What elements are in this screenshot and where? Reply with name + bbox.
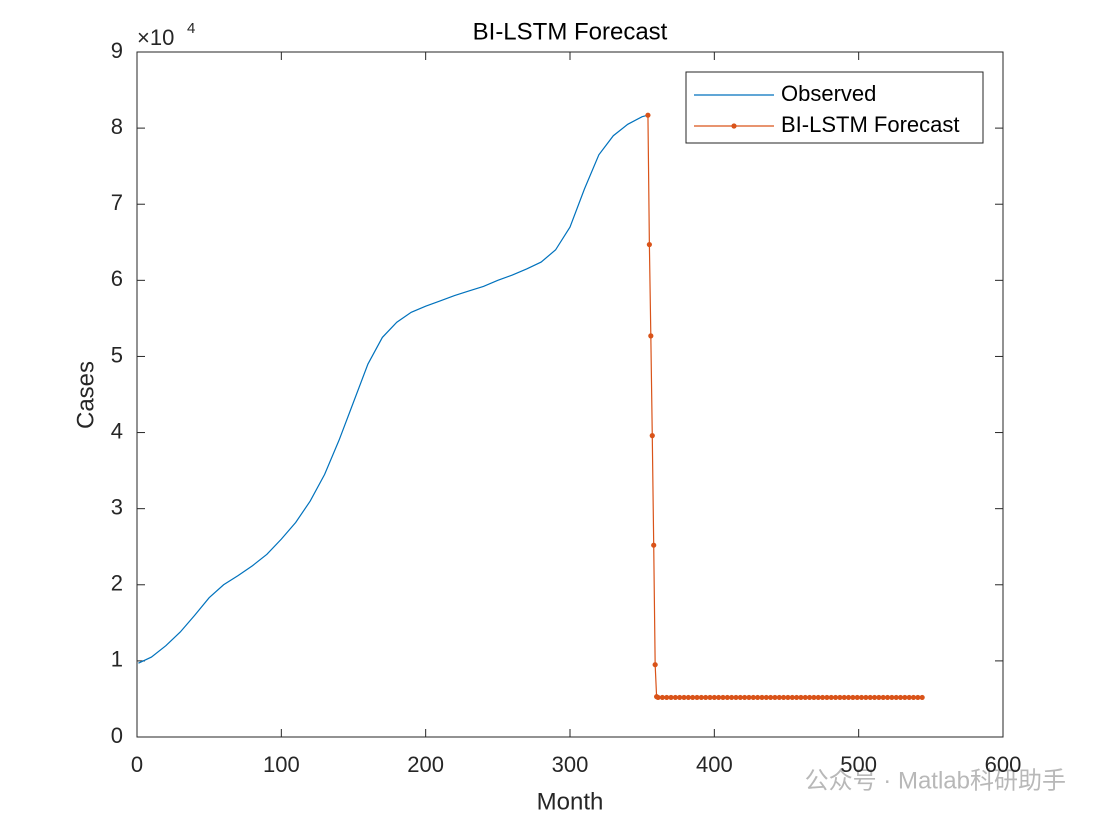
series-marker: [711, 694, 717, 701]
x-tick-label: 400: [696, 752, 733, 777]
plot-area: [136, 51, 1004, 738]
series-marker: [850, 694, 856, 701]
y-tick-label: 5: [111, 342, 123, 367]
series-marker: [685, 694, 691, 701]
y-tick-label: 9: [111, 38, 123, 63]
series-marker: [858, 694, 865, 701]
series-marker: [841, 694, 847, 701]
y-tick-label: 1: [111, 647, 123, 672]
series-marker: [794, 694, 800, 701]
y-tick-label: 4: [111, 418, 123, 443]
series-marker: [832, 694, 839, 701]
series-marker: [806, 694, 813, 701]
series-marker: [893, 694, 899, 701]
series-marker: [915, 694, 921, 701]
series-marker: [871, 694, 878, 701]
series-marker: [845, 694, 852, 701]
series-marker: [681, 694, 687, 701]
series-marker: [763, 694, 769, 701]
series-marker: [837, 694, 843, 701]
series-marker: [755, 694, 761, 701]
legend-label: BI-LSTM Forecast: [781, 112, 959, 137]
series-marker: [785, 694, 791, 701]
x-tick-label: 500: [840, 752, 877, 777]
series-marker: [651, 542, 657, 548]
series-marker: [910, 694, 917, 701]
chart-title: BI-LSTM Forecast: [473, 18, 668, 45]
series-marker: [906, 694, 912, 701]
y-tick-label: 2: [111, 571, 123, 596]
x-tick-label: 300: [552, 752, 589, 777]
series-marker: [776, 694, 782, 701]
series-marker: [742, 694, 748, 701]
series-marker: [659, 694, 665, 701]
series-marker: [672, 694, 678, 701]
series-marker: [854, 694, 860, 701]
series-marker: [919, 694, 925, 701]
series-marker: [716, 694, 722, 701]
series-marker: [655, 694, 661, 701]
legend-marker: [731, 123, 737, 129]
series-marker: [646, 241, 652, 248]
series-line: [138, 114, 649, 664]
series-marker: [802, 694, 808, 701]
series-marker: [648, 333, 654, 339]
series-marker: [863, 694, 869, 701]
x-tick-label: 0: [131, 752, 143, 777]
series-marker: [652, 662, 658, 668]
series-marker: [759, 694, 765, 701]
series-marker: [876, 694, 882, 701]
series-marker: [811, 694, 817, 701]
series-marker: [690, 694, 696, 701]
series-marker: [664, 694, 670, 701]
x-tick-label: 200: [407, 752, 444, 777]
series-marker: [668, 694, 674, 701]
series-marker: [737, 694, 743, 701]
y-tick-label: 7: [111, 190, 123, 215]
series-marker: [707, 694, 713, 701]
y-tick-label: 0: [111, 723, 123, 748]
series-marker: [867, 694, 873, 701]
series-marker: [677, 694, 683, 701]
series-marker: [781, 694, 787, 701]
series-marker: [819, 694, 826, 701]
series-marker: [889, 694, 895, 701]
series-marker: [880, 694, 886, 701]
series-marker: [884, 694, 891, 701]
y-exponent-base: ×10: [137, 25, 174, 50]
legend-box: [685, 71, 984, 144]
y-tick-label: 8: [111, 114, 123, 139]
series-marker: [789, 694, 795, 701]
series-marker: [649, 433, 655, 439]
series-marker: [733, 694, 739, 701]
series-marker: [720, 694, 726, 701]
series-marker: [815, 694, 821, 701]
x-tick-label: 100: [263, 752, 300, 777]
series-marker: [897, 694, 904, 701]
series-marker: [698, 694, 704, 701]
series-marker: [694, 694, 700, 701]
series-marker: [703, 694, 709, 701]
series-marker: [645, 112, 651, 118]
y-tick-label: 6: [111, 266, 123, 291]
y-axis-label: Cases: [72, 361, 99, 429]
series-marker: [902, 694, 908, 701]
series-marker: [824, 694, 830, 701]
y-tick-label: 3: [111, 494, 123, 519]
series-marker: [828, 694, 834, 701]
x-tick-label: 600: [985, 752, 1022, 777]
legend-label: Observed: [781, 81, 876, 106]
series-marker: [750, 694, 756, 701]
series-marker: [746, 694, 752, 701]
series-marker: [768, 694, 774, 701]
y-exponent: 4: [187, 20, 195, 37]
series-marker: [772, 694, 778, 701]
series-marker: [798, 694, 804, 701]
series-marker: [729, 694, 735, 701]
x-axis-label: Month: [537, 788, 604, 815]
watermark: 公众号 · Matlab科研助手: [805, 767, 1066, 794]
series-marker: [724, 694, 730, 701]
